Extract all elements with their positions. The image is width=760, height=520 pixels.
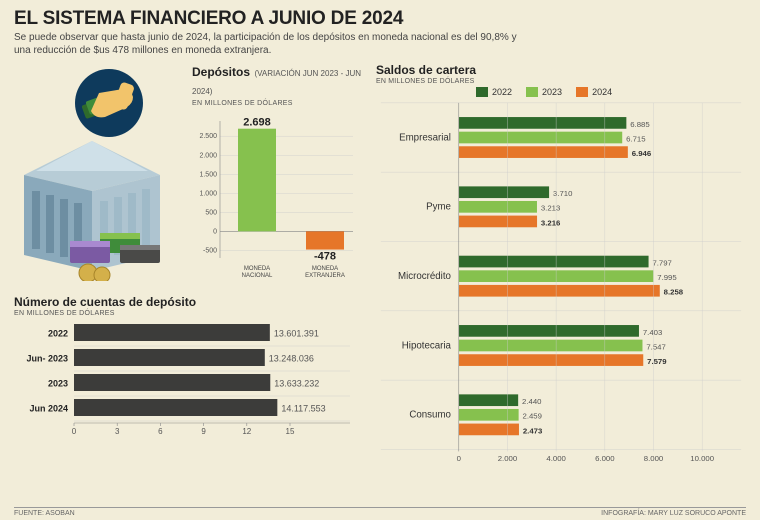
svg-text:6: 6 bbox=[158, 427, 163, 436]
credit: INFOGRAFÍA: MARY LUZ SORUCO APONTE bbox=[601, 510, 746, 517]
svg-text:Hipotecaria: Hipotecaria bbox=[402, 340, 452, 351]
svg-text:8.000: 8.000 bbox=[644, 454, 664, 463]
svg-text:2.459: 2.459 bbox=[523, 412, 542, 421]
source: FUENTE: ASOBAN bbox=[14, 510, 75, 517]
saldos-title: Saldos de cartera bbox=[376, 63, 746, 77]
svg-text:3.216: 3.216 bbox=[541, 218, 561, 227]
svg-text:Consumo: Consumo bbox=[409, 410, 451, 421]
svg-text:6.000: 6.000 bbox=[595, 454, 615, 463]
svg-text:500: 500 bbox=[205, 209, 217, 216]
svg-text:Microcrédito: Microcrédito bbox=[398, 271, 451, 282]
svg-text:Pyme: Pyme bbox=[426, 202, 451, 213]
svg-text:EXTRANJERA: EXTRANJERA bbox=[305, 273, 345, 279]
page-title: EL SISTEMA FINANCIERO A JUNIO DE 2024 bbox=[14, 8, 746, 30]
svg-text:Empresarial: Empresarial bbox=[399, 132, 451, 143]
svg-text:7.579: 7.579 bbox=[647, 357, 667, 366]
svg-text:7.995: 7.995 bbox=[657, 273, 676, 282]
page-subtitle: Se puede observar que hasta junio de 202… bbox=[14, 31, 534, 57]
svg-text:MONEDA: MONEDA bbox=[244, 266, 270, 272]
svg-text:2.440: 2.440 bbox=[522, 397, 542, 406]
svg-text:1.500: 1.500 bbox=[199, 171, 217, 178]
svg-text:9: 9 bbox=[201, 427, 206, 436]
svg-text:7.547: 7.547 bbox=[646, 342, 665, 351]
svg-text:MONEDA: MONEDA bbox=[312, 266, 338, 272]
depositos-chart: -50005001.0001.5002.0002.5002.698MONEDAN… bbox=[192, 107, 357, 282]
svg-text:4.000: 4.000 bbox=[546, 454, 566, 463]
svg-text:0: 0 bbox=[72, 427, 77, 436]
svg-text:NACIONAL: NACIONAL bbox=[242, 273, 273, 279]
svg-text:2022: 2022 bbox=[48, 329, 68, 339]
svg-text:6.715: 6.715 bbox=[626, 134, 645, 143]
cuentas-title: Número de cuentas de depósito bbox=[14, 295, 362, 309]
svg-text:0: 0 bbox=[213, 228, 217, 235]
svg-text:1.000: 1.000 bbox=[199, 190, 217, 197]
svg-text:2.698: 2.698 bbox=[243, 117, 271, 129]
svg-text:6.946: 6.946 bbox=[632, 149, 652, 158]
saldos-unit: EN MILLONES DE DÓLARES bbox=[376, 78, 746, 85]
svg-text:6.885: 6.885 bbox=[630, 120, 649, 129]
legend-item: 2024 bbox=[576, 87, 612, 97]
svg-text:0: 0 bbox=[457, 454, 462, 463]
svg-text:15: 15 bbox=[286, 427, 295, 436]
svg-text:13.248.036: 13.248.036 bbox=[269, 354, 314, 364]
legend-item: 2023 bbox=[526, 87, 562, 97]
legend-item: 2022 bbox=[476, 87, 512, 97]
cuentas-unit: EN MILLONES DE DÓLARES bbox=[14, 310, 362, 317]
saldos-legend: 2022 2023 2024 bbox=[476, 87, 746, 97]
cuentas-chart: 2022 13.601.391 Jun- 2023 13.248.036 2023 13.… bbox=[14, 317, 362, 437]
svg-text:13.601.391: 13.601.391 bbox=[274, 329, 319, 339]
svg-text:10.000: 10.000 bbox=[690, 454, 714, 463]
svg-text:8.258: 8.258 bbox=[664, 288, 684, 297]
svg-text:7.403: 7.403 bbox=[643, 328, 662, 337]
svg-text:2.500: 2.500 bbox=[199, 133, 217, 140]
svg-text:2.000: 2.000 bbox=[199, 152, 217, 159]
saldos-chart: Empresarial6.8856.7156.946Pyme3.7103.213… bbox=[376, 97, 746, 467]
svg-text:2.000: 2.000 bbox=[498, 454, 518, 463]
depositos-unit: EN MILLONES DE DÓLARES bbox=[192, 100, 362, 107]
svg-text:-500: -500 bbox=[203, 247, 217, 254]
svg-text:Jun 2024: Jun 2024 bbox=[29, 404, 68, 414]
svg-text:3: 3 bbox=[115, 427, 120, 436]
svg-text:2.473: 2.473 bbox=[523, 426, 543, 435]
svg-text:13.633.232: 13.633.232 bbox=[274, 379, 319, 389]
svg-text:14.117.553: 14.117.553 bbox=[281, 404, 325, 414]
svg-text:12: 12 bbox=[242, 427, 251, 436]
svg-text:Jun- 2023: Jun- 2023 bbox=[26, 354, 68, 364]
svg-text:2023: 2023 bbox=[48, 379, 68, 389]
bank-illustration bbox=[14, 63, 184, 281]
svg-text:3.213: 3.213 bbox=[541, 204, 560, 213]
depositos-title: Depósitos bbox=[192, 65, 250, 79]
svg-text:7.797: 7.797 bbox=[652, 258, 671, 267]
svg-text:-478: -478 bbox=[314, 251, 336, 263]
